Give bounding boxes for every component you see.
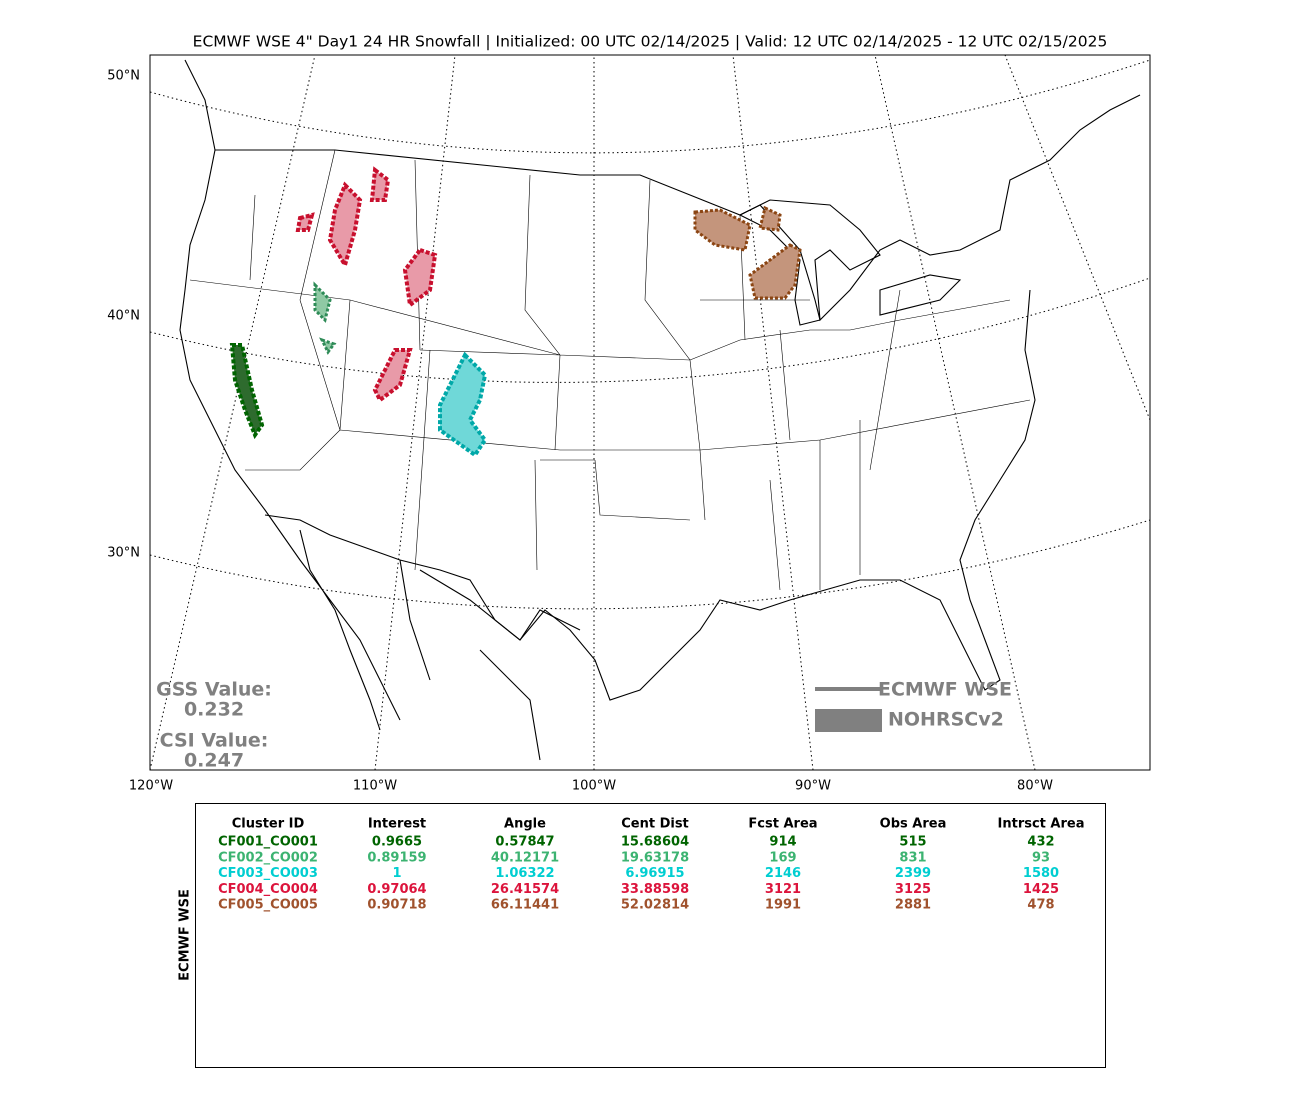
table-cell: 52.02814: [621, 898, 689, 913]
table-cell: 1: [392, 866, 401, 881]
table-cell: 2399: [895, 866, 931, 881]
table-cell: 0.89159: [367, 850, 426, 865]
table-cell: 3125: [895, 882, 931, 897]
legend-observed: NOHRSCv2: [888, 709, 1004, 731]
lat-label: 50°N: [107, 69, 140, 84]
lat-label: 30°N: [107, 546, 140, 561]
table-header: Fcst Area: [748, 817, 817, 832]
csi-label: CSI Value:: [160, 730, 269, 752]
table-cell: 40.12171: [491, 850, 559, 865]
table-cell: CF005_CO005: [218, 898, 318, 913]
stats-table: Cluster ID Interest Angle Cent Dist Fcst Are…: [218, 817, 1084, 913]
table-cell: CF003_CO003: [218, 866, 318, 881]
table-cell: 1580: [1023, 866, 1059, 881]
table-cell: 66.11441: [491, 898, 559, 913]
legend-swatch: [815, 709, 882, 732]
table-cell: 515: [899, 835, 926, 850]
table-cell: CF002_CO002: [218, 850, 318, 865]
state-borders: [189, 149, 1031, 591]
table-cell: 3121: [765, 882, 801, 897]
table-cell: 432: [1027, 835, 1054, 850]
cluster-3: [438, 351, 488, 458]
table-cell: 15.68604: [621, 835, 689, 850]
cluster-4: [295, 166, 438, 404]
table-header: Cent Dist: [621, 817, 689, 832]
map-frame: [149, 54, 1151, 771]
table-side-label: ECMWF WSE: [178, 889, 193, 981]
table-cell: 26.41574: [491, 882, 559, 897]
table-cell: 33.88598: [621, 882, 689, 897]
table-cell: 2881: [895, 898, 931, 913]
table-cell: 1.06322: [495, 866, 554, 881]
lat-labels: 50°N 40°N 30°N: [107, 69, 140, 561]
cluster-1: [229, 343, 265, 440]
table-cell: 6.96915: [625, 866, 684, 881]
mexico-borders: [399, 559, 581, 761]
table-cell: 1991: [765, 898, 801, 913]
table-cell: 914: [769, 835, 796, 850]
table-header: Intrsct Area: [998, 817, 1085, 832]
us-outline: [215, 94, 1141, 701]
legend-forecast: ECMWF WSE: [878, 679, 1012, 701]
coastline: [179, 59, 401, 731]
lon-labels: 120°W 110°W 100°W 90°W 80°W: [129, 779, 1053, 794]
table-cell: 0.57847: [495, 835, 554, 850]
lat-label: 40°N: [107, 309, 140, 324]
map: [149, 54, 1151, 771]
table-cell: 831: [899, 850, 926, 865]
lon-label: 100°W: [572, 779, 616, 794]
gss-label: GSS Value:: [156, 679, 272, 701]
csi-value: 0.247: [184, 750, 244, 772]
table-cell: 2146: [765, 866, 801, 881]
cluster-2: [313, 281, 337, 355]
lon-label: 110°W: [353, 779, 397, 794]
table-cell: CF001_CO001: [218, 835, 318, 850]
table-cell: 0.97064: [367, 882, 426, 897]
table-cell: 0.90718: [367, 898, 426, 913]
table-header: Obs Area: [880, 817, 947, 832]
map-title: ECMWF WSE 4" Day1 24 HR Snowfall | Initi…: [193, 33, 1108, 51]
table-header: Angle: [504, 817, 546, 832]
lon-label: 120°W: [129, 779, 173, 794]
basemap: [150, 55, 1150, 770]
cluster-5: [693, 205, 802, 300]
table-cell: 93: [1032, 850, 1050, 865]
table-header: Interest: [368, 817, 426, 832]
table-cell: 1425: [1023, 882, 1059, 897]
table-cell: 0.9665: [372, 835, 422, 850]
table-cell: 19.63178: [621, 850, 689, 865]
table-frame: [195, 803, 1106, 1068]
parallel: [150, 277, 1150, 383]
lon-label: 80°W: [1017, 779, 1053, 794]
clusters: [229, 166, 802, 458]
table-cell: 478: [1027, 898, 1054, 913]
gss-value: 0.232: [184, 699, 244, 721]
lon-label: 90°W: [795, 779, 831, 794]
parallel: [150, 59, 1150, 154]
table-cell: 169: [769, 850, 796, 865]
table-header: Cluster ID: [232, 817, 305, 832]
table-cell: CF004_CO004: [218, 882, 318, 897]
